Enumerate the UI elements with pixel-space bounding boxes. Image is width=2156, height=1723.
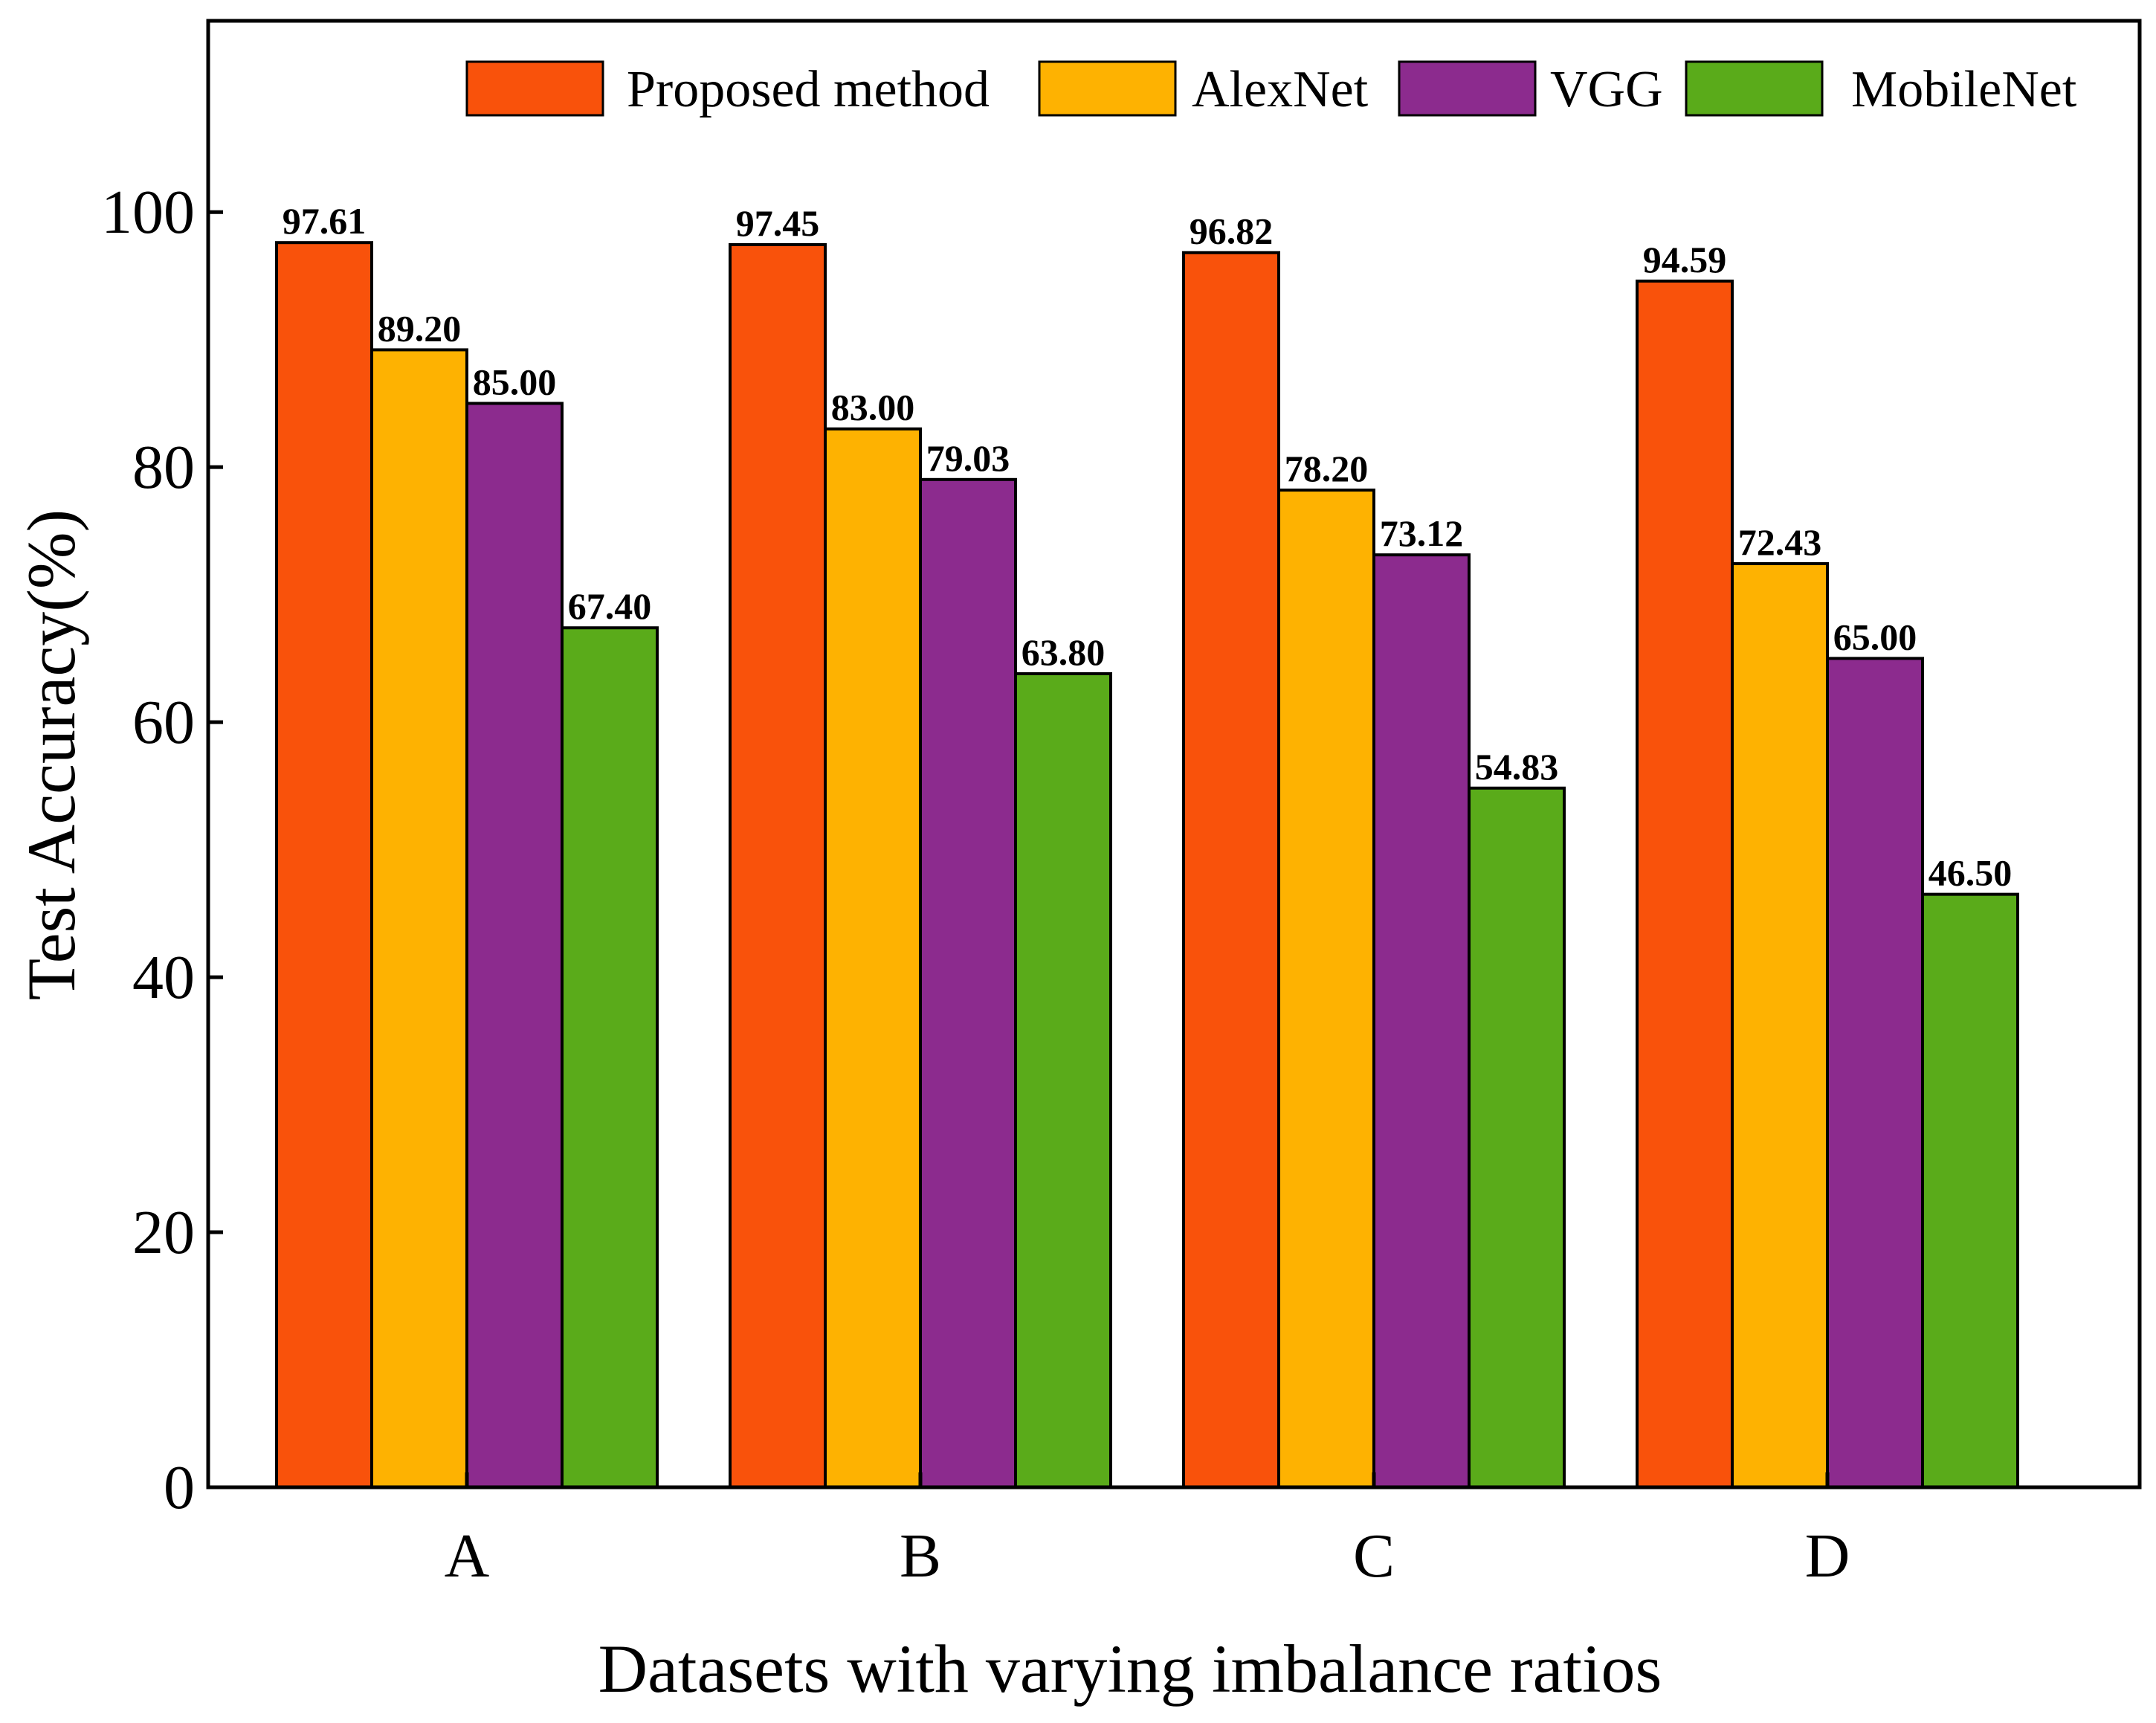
legend-label-proposed-method: Proposed method: [627, 61, 990, 118]
bar-alexnet-c: [1277, 489, 1375, 1489]
bar-alexnet-d: [1731, 561, 1829, 1489]
legend-label-mobilenet: MobileNet: [1851, 61, 2077, 118]
legend-swatch-alexnet: [1038, 60, 1177, 117]
bars-layer: [275, 241, 2019, 1489]
y-tick-label-60: 60: [132, 688, 195, 757]
data-label-alexnet-a: 89.20: [378, 307, 462, 349]
bar-proposed-method-c: [1182, 251, 1280, 1489]
data-label-vgg-a: 85.00: [473, 361, 557, 402]
data-label-vgg-b: 79.03: [926, 437, 1010, 479]
y-tick-label-100: 100: [101, 178, 195, 247]
bar-alexnet-b: [824, 427, 922, 1489]
data-labels: 97.61 89.20 85.00 67.40 97.45 83.00 79.03 63.80…: [283, 200, 2013, 893]
y-tick-label-40: 40: [132, 943, 195, 1012]
data-label-mobilenet-a: 67.40: [568, 585, 652, 627]
x-axis-title: Datasets with varying imbalance ratios: [598, 1631, 1662, 1707]
legend-swatch-vgg: [1398, 60, 1537, 117]
data-label-vgg-d: 65.00: [1833, 616, 1917, 657]
data-label-alexnet-c: 78.20: [1285, 448, 1369, 489]
y-tick-label-80: 80: [132, 433, 195, 502]
bar-vgg-c: [1372, 553, 1471, 1489]
legend-label-vgg: VGG: [1550, 61, 1663, 118]
bar-proposed-method-d: [1636, 279, 1734, 1489]
y-tick-label-20: 20: [132, 1198, 195, 1267]
bar-mobilenet-c: [1468, 786, 1566, 1489]
bar-mobilenet-a: [561, 626, 659, 1489]
data-label-proposed-method-d: 94.59: [1643, 239, 1727, 280]
x-ticks: A B C D: [445, 1472, 1850, 1591]
y-axis-title: Test Accuracy(%): [13, 509, 89, 1000]
data-label-mobilenet-d: 46.50: [1929, 852, 2013, 894]
data-label-mobilenet-c: 54.83: [1475, 746, 1559, 788]
x-tick-label-c: C: [1353, 1521, 1395, 1591]
data-label-vgg-c: 73.12: [1380, 512, 1464, 554]
legend-swatch-mobilenet: [1685, 60, 1824, 117]
data-label-alexnet-b: 83.00: [831, 387, 915, 428]
bar-proposed-method-b: [729, 242, 827, 1489]
plot-frame: [206, 19, 2142, 1489]
x-tick-label-d: D: [1805, 1521, 1850, 1591]
x-tick-label-b: B: [900, 1521, 941, 1591]
bar-vgg-a: [465, 402, 564, 1489]
legend: Proposed method AlexNet VGG MobileNet: [465, 60, 2077, 118]
data-label-proposed-method-a: 97.61: [283, 200, 367, 242]
bar-proposed-method-a: [275, 241, 373, 1489]
x-tick-label-a: A: [445, 1521, 490, 1591]
data-label-proposed-method-b: 97.45: [736, 202, 820, 244]
bar-vgg-b: [919, 477, 1017, 1489]
bar-mobilenet-d: [1921, 892, 2019, 1489]
data-label-alexnet-d: 72.43: [1738, 521, 1822, 563]
y-tick-label-0: 0: [164, 1453, 195, 1522]
data-label-mobilenet-b: 63.80: [1021, 631, 1106, 673]
legend-label-alexnet: AlexNet: [1192, 61, 1369, 118]
legend-swatch-proposed-method: [465, 60, 604, 117]
bar-alexnet-a: [370, 348, 468, 1489]
y-ticks: 0 20 40 60 80 100: [101, 178, 223, 1522]
bar-vgg-d: [1826, 657, 1924, 1489]
bar-mobilenet-b: [1014, 672, 1112, 1489]
data-label-proposed-method-c: 96.82: [1190, 210, 1274, 252]
